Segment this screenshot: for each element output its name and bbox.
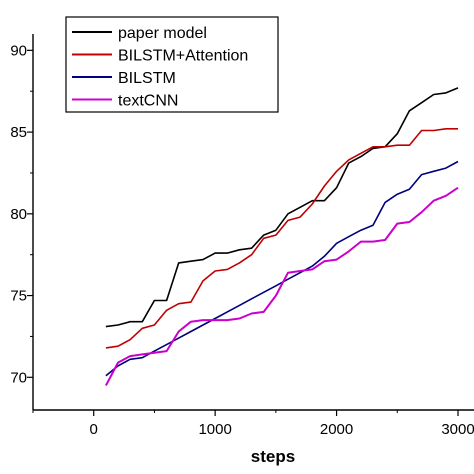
series-line-paper-model [105,87,459,328]
y-tick-label: 90 [10,42,27,59]
x-axis-title: steps [251,447,295,466]
legend-label: paper model [118,25,207,42]
series-line-bilstm-attention [105,128,458,349]
x-tick-label: 1000 [198,421,231,438]
legend-label: textCNN [118,93,178,110]
axes-layer: 70 75 80 85 90 0 1000 2000 3000 [10,34,474,438]
legend: paper model BILSTM+Attention BILSTM textCNN [65,16,279,113]
x-tick-label: 2000 [320,421,353,438]
y-tick-label: 80 [10,206,27,223]
legend-label: BILSTM [118,70,176,87]
series-line-textcnn [105,186,459,386]
legend-label: BILSTM+Attention [118,48,248,65]
series-line-bilstm [105,160,459,377]
x-tick-label: 3000 [441,421,474,438]
x-tick-label: 0 [90,421,98,438]
y-tick-label: 70 [10,369,27,386]
y-tick-label: 75 [10,288,27,305]
series-layer [105,87,459,386]
y-tick-label: 85 [10,124,27,141]
